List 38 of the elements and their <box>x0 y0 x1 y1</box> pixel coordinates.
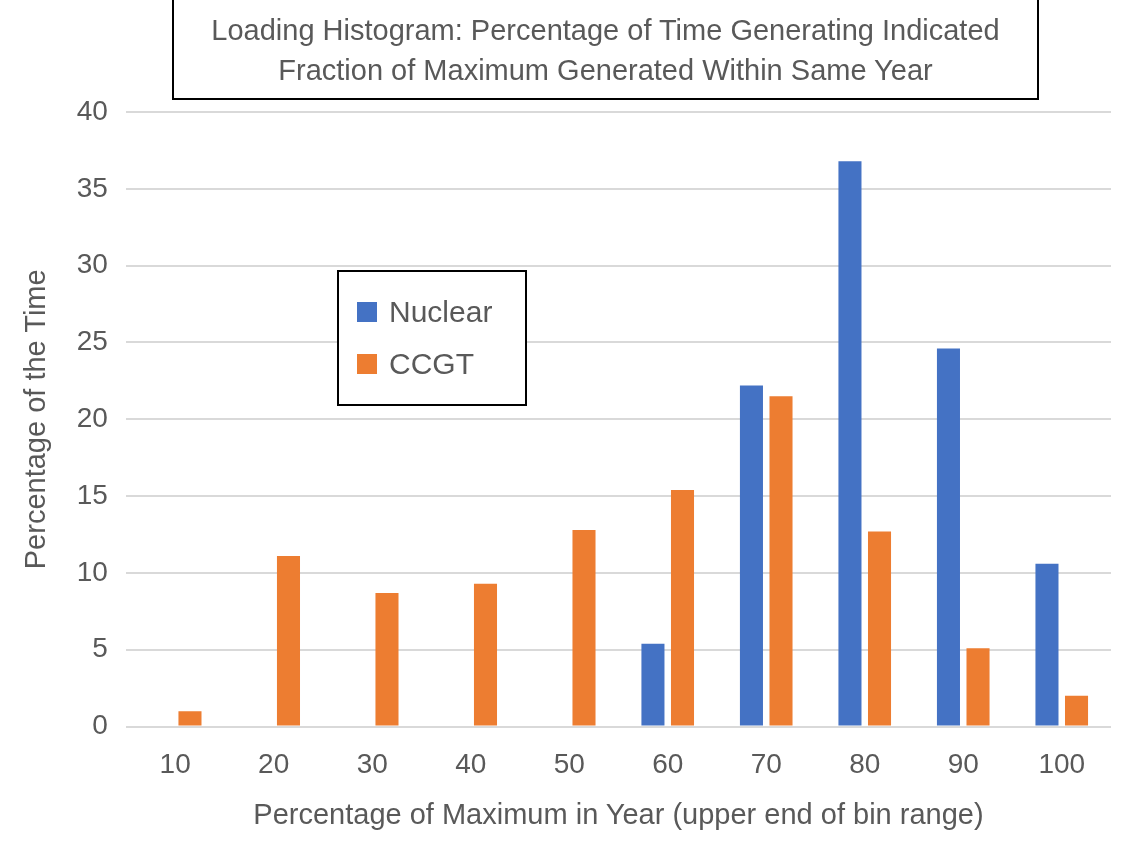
x-tick-label: 40 <box>455 748 487 780</box>
bar <box>739 385 763 726</box>
y-tick-label: 0 <box>92 709 108 741</box>
bar <box>1065 695 1089 726</box>
y-tick-label: 10 <box>76 555 108 587</box>
y-tick-label: 25 <box>76 325 108 357</box>
bar <box>572 529 596 726</box>
bar <box>838 161 862 726</box>
bar <box>1035 563 1059 726</box>
x-tick-label: 80 <box>849 748 881 780</box>
legend-label: Nuclear <box>389 295 493 329</box>
y-axis-title: Percentage of the Time <box>19 269 52 570</box>
bar <box>769 396 793 726</box>
bar <box>178 711 202 726</box>
x-tick-label: 90 <box>947 748 979 780</box>
bar <box>473 583 498 726</box>
bar <box>641 643 665 726</box>
bar <box>276 556 300 726</box>
bar <box>936 348 960 726</box>
bar <box>375 592 399 726</box>
x-axis-title: Percentage of Maximum in Year (upper end of bin range) <box>253 797 984 830</box>
x-tick-label: 10 <box>159 748 191 780</box>
legend-label: CCGT <box>389 347 474 381</box>
x-tick-label: 30 <box>356 748 388 780</box>
y-tick-label: 40 <box>76 94 108 126</box>
y-tick-label: 5 <box>92 632 108 664</box>
y-tick-label: 30 <box>76 248 108 280</box>
y-tick-label: 20 <box>76 402 108 434</box>
x-tick-label: 70 <box>750 748 782 780</box>
bar <box>867 531 892 726</box>
x-tick-label: 100 <box>1038 748 1086 780</box>
bar <box>670 489 695 726</box>
bar <box>966 648 990 726</box>
y-tick-label: 35 <box>76 171 108 203</box>
x-tick-label: 50 <box>553 748 585 780</box>
x-tick-label: 60 <box>652 748 684 780</box>
y-tick-label: 15 <box>76 478 108 510</box>
x-tick-label: 20 <box>258 748 290 780</box>
